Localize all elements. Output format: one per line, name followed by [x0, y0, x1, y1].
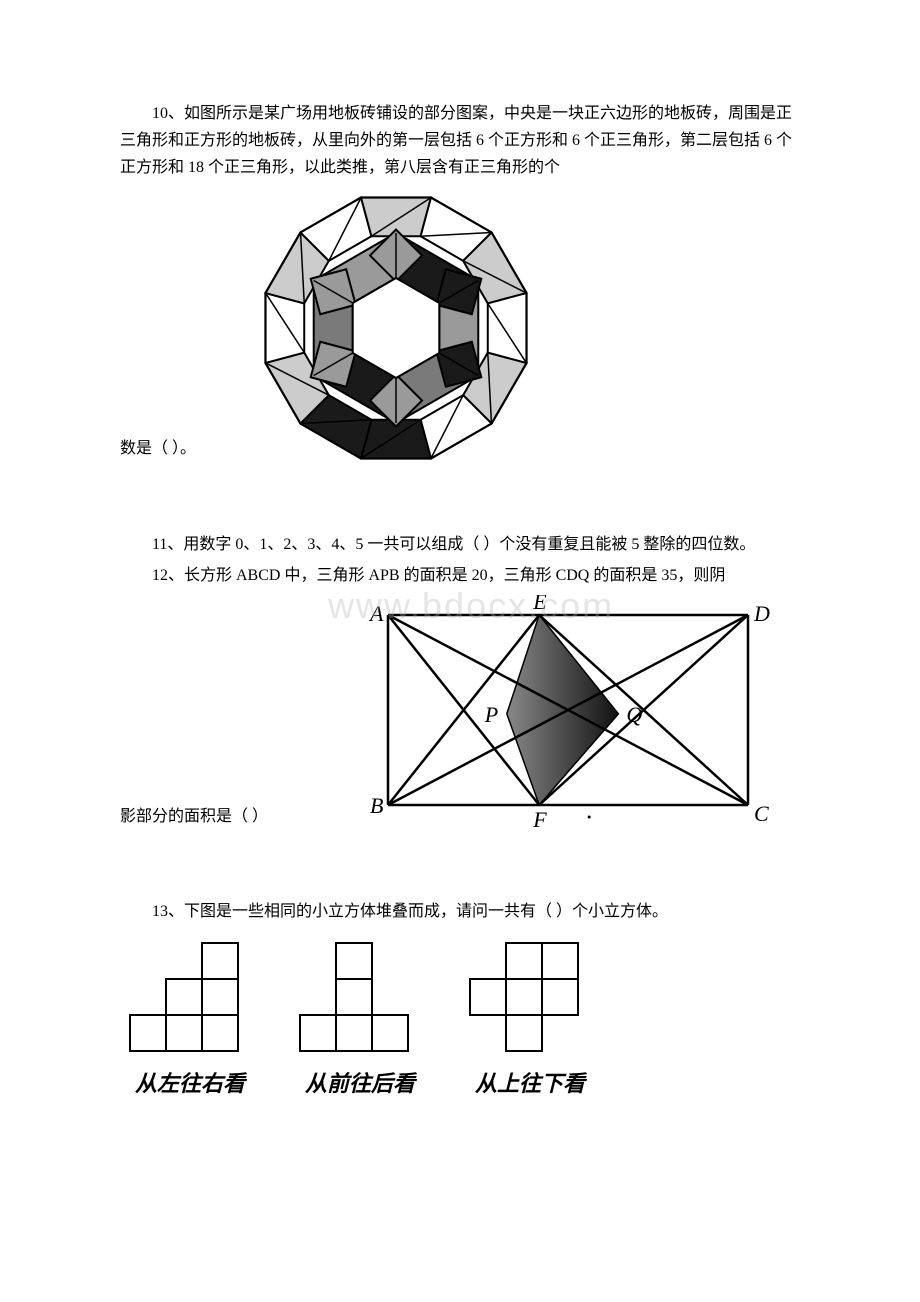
q12-trailing: 影部分的面积是（ ） — [120, 803, 268, 830]
svg-text:A: A — [368, 601, 384, 626]
svg-text:E: E — [532, 595, 547, 614]
q13-front-label: 从前往后看 — [290, 1066, 430, 1098]
q12-figure-row: 影部分的面积是（ ） www.bdocx.com ADBCEFPQ — [120, 595, 800, 840]
q10-text: 10、如图所示是某广场用地板砖铺设的部分图案，中央是一块正六边形的地板砖，周围是… — [120, 100, 800, 182]
q10-figure — [246, 188, 546, 473]
q10-trailing: 数是（ ）。 — [120, 435, 196, 462]
q13-left-label: 从左往右看 — [120, 1066, 260, 1098]
svg-text:D: D — [753, 601, 770, 626]
svg-text:Q: Q — [626, 702, 642, 727]
q11-text: 11、用数字 0、1、2、3、4、5 一共可以组成（ ）个没有重复且能被 5 整… — [120, 531, 800, 558]
q12-text: 12、长方形 ABCD 中，三角形 APB 的面积是 20，三角形 CDQ 的面… — [120, 562, 800, 589]
svg-text:F: F — [532, 807, 547, 832]
q12-figure: www.bdocx.com ADBCEFPQ — [358, 595, 778, 840]
q13-views: 从左往右看 从前往后看 从上往下看 — [120, 935, 800, 1098]
svg-text:P: P — [484, 702, 498, 727]
q13-left-view: 从左往右看 — [120, 935, 260, 1098]
q13-top-view: 从上往下看 — [460, 935, 600, 1098]
q13-text: 13、下图是一些相同的小立方体堆叠而成，请问一共有（ ）个小立方体。 — [120, 898, 800, 925]
q13-front-view: 从前往后看 — [290, 935, 430, 1098]
q13-top-label: 从上往下看 — [460, 1066, 600, 1098]
q10-figure-row: 数是（ ）。 — [120, 188, 800, 473]
svg-text:C: C — [754, 801, 769, 826]
svg-text:B: B — [370, 793, 383, 818]
